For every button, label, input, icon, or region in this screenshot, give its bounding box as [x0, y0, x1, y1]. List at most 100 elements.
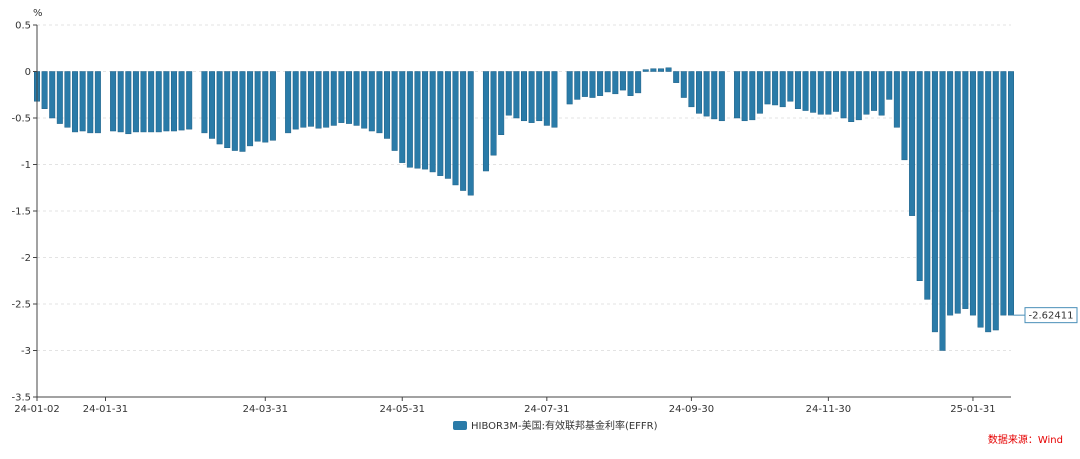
bar[interactable] [696, 72, 701, 114]
bar[interactable] [909, 72, 914, 216]
bar[interactable] [871, 72, 876, 111]
bar[interactable] [742, 72, 747, 121]
bar[interactable] [65, 72, 70, 128]
bar[interactable] [217, 72, 222, 145]
bar[interactable] [377, 72, 382, 133]
bar[interactable] [704, 72, 709, 117]
bar[interactable] [407, 72, 412, 168]
bar[interactable] [887, 72, 892, 100]
bar[interactable] [301, 72, 306, 128]
bar[interactable] [521, 72, 526, 121]
bar[interactable] [605, 72, 610, 92]
bar[interactable] [826, 72, 831, 115]
bar[interactable] [628, 72, 633, 96]
bar[interactable] [506, 72, 511, 116]
bar[interactable] [947, 72, 952, 316]
bar[interactable] [765, 72, 770, 105]
bar[interactable] [179, 72, 184, 131]
bar[interactable] [49, 72, 54, 119]
bar[interactable] [156, 72, 161, 132]
bar[interactable] [757, 72, 762, 114]
bar[interactable] [308, 72, 313, 127]
bar[interactable] [795, 72, 800, 109]
bar[interactable] [848, 72, 853, 122]
bar[interactable] [597, 72, 602, 96]
bar[interactable] [316, 72, 321, 129]
bar[interactable] [186, 72, 191, 130]
bar[interactable] [658, 69, 663, 72]
bar[interactable] [331, 72, 336, 126]
bar[interactable] [544, 72, 549, 126]
bar[interactable] [925, 72, 930, 300]
bar[interactable] [567, 72, 572, 105]
bar[interactable] [255, 72, 260, 142]
bar[interactable] [438, 72, 443, 176]
bar[interactable] [95, 72, 100, 133]
bar[interactable] [673, 72, 678, 83]
bar[interactable] [339, 72, 344, 123]
bar[interactable] [498, 72, 503, 135]
bar[interactable] [818, 72, 823, 115]
bar[interactable] [400, 72, 405, 163]
bar[interactable] [164, 72, 169, 132]
bar[interactable] [445, 72, 450, 179]
bar[interactable] [171, 72, 176, 132]
bar[interactable] [963, 72, 968, 309]
bar[interactable] [575, 72, 580, 100]
bar[interactable] [453, 72, 458, 185]
bar[interactable] [110, 72, 115, 132]
bar[interactable] [552, 72, 557, 128]
bar[interactable] [202, 72, 207, 133]
bar[interactable] [247, 72, 252, 146]
bar[interactable] [681, 72, 686, 98]
bar[interactable] [780, 72, 785, 107]
bar[interactable] [293, 72, 298, 130]
bar[interactable] [224, 72, 229, 148]
bar[interactable] [361, 72, 366, 129]
bar[interactable] [864, 72, 869, 115]
bar[interactable] [483, 72, 488, 172]
bar[interactable] [491, 72, 496, 156]
bar[interactable] [955, 72, 960, 314]
bar[interactable] [209, 72, 214, 139]
bar[interactable] [734, 72, 739, 119]
bar[interactable] [468, 72, 473, 196]
bar[interactable] [415, 72, 420, 169]
bar[interactable] [141, 72, 146, 132]
bar[interactable] [894, 72, 899, 128]
bar[interactable] [72, 72, 77, 132]
bar[interactable] [719, 72, 724, 121]
bar[interactable] [651, 69, 656, 72]
bar[interactable] [57, 72, 62, 124]
bar[interactable] [118, 72, 123, 132]
bar[interactable] [529, 72, 534, 123]
bar[interactable] [88, 72, 93, 133]
bar[interactable] [582, 72, 587, 97]
bar[interactable] [635, 72, 640, 93]
bar[interactable] [240, 72, 245, 152]
bar[interactable] [810, 72, 815, 113]
bar[interactable] [285, 72, 290, 133]
bar[interactable] [856, 72, 861, 120]
bar[interactable] [917, 72, 922, 281]
bar[interactable] [970, 72, 975, 316]
bar[interactable] [978, 72, 983, 328]
bar[interactable] [833, 72, 838, 112]
bar[interactable] [803, 72, 808, 111]
bar[interactable] [993, 72, 998, 331]
bar[interactable] [620, 72, 625, 91]
bar[interactable] [772, 72, 777, 105]
bar[interactable] [902, 72, 907, 160]
bar[interactable] [514, 72, 519, 119]
bar[interactable] [985, 72, 990, 332]
bar[interactable] [392, 72, 397, 151]
bar[interactable] [788, 72, 793, 102]
legend[interactable]: HIBOR3M-美国:有效联邦基金利率(EFFR) [453, 419, 658, 432]
bar[interactable] [346, 72, 351, 124]
bar[interactable] [750, 72, 755, 120]
bar[interactable] [711, 72, 716, 119]
bar[interactable] [1008, 72, 1013, 316]
bar[interactable] [613, 72, 618, 94]
bar[interactable] [689, 72, 694, 107]
bar[interactable] [940, 72, 945, 351]
